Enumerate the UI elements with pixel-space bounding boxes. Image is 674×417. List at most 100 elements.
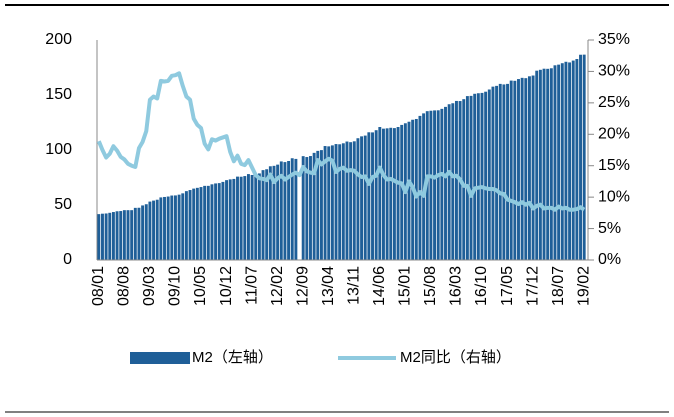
bar — [192, 188, 196, 260]
bar — [338, 144, 342, 260]
bar — [513, 80, 517, 260]
bar — [517, 79, 520, 260]
y-tick-label: 200 — [45, 31, 72, 48]
y-tick-label: 50 — [54, 196, 72, 213]
bar — [290, 158, 294, 260]
bar — [126, 210, 130, 260]
bar — [553, 65, 557, 260]
y2-tick-label: 5% — [598, 220, 621, 237]
bar — [166, 196, 170, 260]
bar — [407, 121, 411, 260]
bar — [236, 176, 239, 260]
bar — [188, 190, 192, 260]
bar — [246, 174, 250, 260]
x-tick-label: 08/08 — [116, 266, 133, 306]
bar — [144, 204, 148, 260]
bar — [199, 187, 203, 260]
bar — [436, 110, 440, 260]
bar — [101, 213, 104, 260]
bar — [130, 210, 134, 260]
legend-label: M2（左轴） — [192, 349, 273, 366]
bar — [141, 205, 145, 260]
bar — [159, 197, 163, 260]
bar — [312, 152, 316, 260]
bar — [568, 62, 572, 260]
bar — [268, 166, 272, 260]
bar — [221, 181, 225, 260]
bar — [283, 162, 287, 260]
x-tick-label: 16/03 — [448, 266, 465, 306]
legend-label: M2同比（右轴） — [400, 349, 511, 366]
bar — [309, 156, 312, 260]
bar — [181, 193, 185, 260]
bar — [352, 141, 356, 260]
y2-tick-label: 30% — [598, 63, 630, 80]
bar — [217, 183, 221, 260]
bar — [195, 187, 199, 260]
bar — [206, 185, 210, 260]
y2-tick-label: 10% — [598, 188, 630, 205]
bar — [137, 207, 141, 260]
bar — [451, 103, 455, 260]
x-tick-label: 12/09 — [294, 266, 311, 306]
bar — [250, 174, 254, 260]
x-tick-label: 09/03 — [141, 266, 158, 306]
y2-tick-label: 15% — [598, 157, 630, 174]
bar — [382, 128, 385, 260]
y2-tick-label: 20% — [598, 126, 630, 143]
bar — [502, 84, 506, 260]
y2-tick-label: 35% — [598, 31, 630, 48]
bar — [225, 180, 229, 260]
bar — [440, 108, 444, 260]
x-tick-label: 17/05 — [499, 266, 516, 306]
bar — [294, 158, 298, 260]
bar — [582, 54, 586, 260]
bar — [257, 173, 261, 260]
x-tick-label: 13/04 — [320, 266, 337, 306]
bar — [152, 200, 156, 260]
bar — [473, 93, 477, 260]
bar — [111, 212, 115, 260]
bar — [575, 59, 579, 260]
bar — [444, 106, 447, 260]
bar — [385, 128, 389, 260]
x-tick-label: 10/12 — [218, 266, 235, 306]
bar — [495, 85, 499, 261]
bar — [210, 184, 214, 260]
y2-tick-label: 0% — [598, 251, 621, 268]
legend-swatch — [130, 352, 190, 364]
x-tick-label: 12/02 — [269, 266, 286, 306]
bar — [363, 135, 367, 260]
bar — [287, 161, 291, 260]
x-tick-label: 19/02 — [575, 266, 592, 306]
y-tick-label: 100 — [45, 141, 72, 158]
bar — [301, 156, 305, 260]
bar — [396, 127, 400, 260]
bar — [571, 60, 575, 260]
bar — [327, 146, 331, 260]
bar — [272, 165, 276, 260]
bar — [418, 115, 422, 261]
bar — [170, 195, 174, 260]
bar — [509, 80, 513, 260]
bar — [564, 61, 568, 260]
y-tick-label: 150 — [45, 86, 72, 103]
bar — [133, 207, 137, 260]
bar — [316, 150, 320, 260]
bar — [228, 179, 232, 260]
bar — [115, 211, 119, 260]
bar — [531, 75, 535, 260]
bar — [549, 68, 553, 261]
bar — [546, 68, 550, 260]
bar — [389, 127, 393, 260]
x-tick-label: 10/05 — [192, 266, 209, 306]
bar — [341, 143, 345, 260]
bar — [520, 77, 524, 260]
bar — [476, 93, 480, 261]
bar — [214, 183, 218, 260]
bar — [349, 142, 353, 260]
bar — [243, 176, 247, 260]
bar — [542, 68, 546, 261]
bar — [378, 127, 382, 260]
